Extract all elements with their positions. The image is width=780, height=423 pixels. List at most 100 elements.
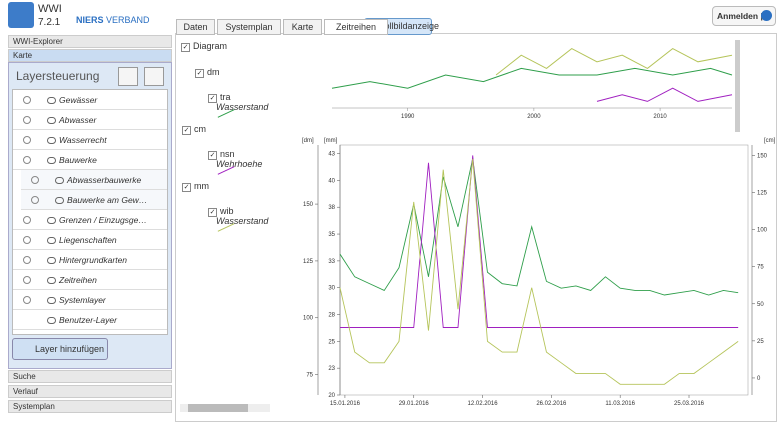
visibility-icon[interactable] (47, 137, 56, 144)
overview-tick-label: 1990 (401, 114, 415, 120)
add-layer-button[interactable]: Layer hinzufügen (12, 338, 108, 360)
expand-icon[interactable] (23, 116, 31, 124)
expand-icon[interactable] (23, 216, 31, 224)
expand-icon[interactable] (23, 296, 31, 304)
y-tick-label: 125 (757, 190, 768, 196)
x-tick-label: 25.03.2016 (674, 401, 705, 407)
visibility-icon[interactable] (47, 257, 56, 264)
y-tick-label: 0 (757, 376, 761, 382)
v-scrollbar[interactable] (735, 40, 740, 132)
layer-row[interactable]: Benutzer-Layer (13, 310, 167, 330)
tab[interactable]: Systemplan (217, 19, 281, 35)
y-tick-label: 50 (757, 302, 764, 308)
expand-icon[interactable] (23, 276, 31, 284)
series-name: wib (220, 206, 234, 216)
fullscreen-label: Vollbildanzeige (379, 21, 440, 31)
layer-row[interactable]: Liegenschaften (13, 230, 167, 250)
layer-row[interactable]: Systemlayer (13, 290, 167, 310)
expand-icon[interactable] (31, 176, 39, 184)
y-tick-label: 125 (303, 259, 314, 265)
app-version: 7.2.1 (38, 17, 61, 28)
visibility-icon[interactable] (47, 157, 56, 164)
layer-row[interactable]: Hintergrundkarten (13, 250, 167, 270)
expand-icon[interactable] (23, 136, 31, 144)
x-tick-label: 11.03.2016 (605, 401, 635, 407)
y-tick-label: 33 (328, 259, 335, 265)
visibility-icon[interactable] (47, 237, 56, 244)
legend-group[interactable]: ✓ dm (195, 67, 220, 78)
login-button[interactable]: Anmelden | (712, 6, 776, 26)
axis-unit: [dm] (302, 138, 314, 144)
section-bar[interactable]: Systemplan (8, 400, 172, 413)
y-tick-label: 30 (328, 286, 335, 292)
layer-label: Gewässer (59, 95, 98, 105)
legend-item[interactable]: ✓ tra (208, 92, 231, 103)
layer-row[interactable]: Zeitreihen (13, 270, 167, 290)
legend-item[interactable]: ✓ wib (208, 206, 234, 217)
series-label: Wasserstand (216, 102, 269, 112)
search-button[interactable] (144, 67, 164, 86)
explorer-bar[interactable]: WWI-Explorer (8, 35, 172, 48)
legend-group[interactable]: ✓ mm (182, 181, 209, 192)
series-label: Wehrhoehe (216, 159, 263, 169)
visibility-icon[interactable] (47, 117, 56, 124)
layer-label: Wasserrecht (59, 135, 107, 145)
add-layer-label: Layer hinzufügen (35, 344, 105, 354)
y-tick-label: 43 (328, 152, 335, 158)
expand-icon[interactable] (23, 156, 31, 164)
y-tick-label: 23 (328, 366, 335, 372)
section-bar[interactable]: Verlauf (8, 385, 172, 398)
y-tick-label: 25 (328, 339, 335, 345)
layer-row[interactable]: Gewässer (13, 90, 167, 110)
diagram-label: Diagram (193, 41, 228, 51)
y-tick-label: 100 (303, 316, 314, 322)
tab[interactable]: Karte (283, 19, 322, 35)
layer-row[interactable]: Abwasserbauwerke (21, 170, 167, 190)
h-scrollbar[interactable] (180, 404, 270, 412)
layer-row[interactable]: Bauwerke am Gew… (21, 190, 167, 210)
y-tick-label: 20 (328, 393, 335, 399)
y-tick-label: 38 (328, 205, 335, 211)
tab[interactable]: Zeitreihen (324, 19, 388, 35)
layer-label: Bauwerke am Gew… (67, 195, 148, 205)
section-bar[interactable]: Suche (8, 370, 172, 383)
y-tick-label: 75 (306, 373, 313, 379)
layer-label: Hintergrundkarten (59, 255, 128, 265)
map-bar[interactable]: Karte (8, 49, 172, 62)
legend-button[interactable] (118, 67, 138, 86)
expand-icon[interactable] (23, 96, 31, 104)
x-tick-label: 29.01.2016 (399, 401, 430, 407)
layer-row[interactable]: Abwasser (13, 110, 167, 130)
diagram-toggle[interactable]: ✓ Diagram (181, 41, 228, 52)
help-icon[interactable] (761, 10, 772, 21)
visibility-icon[interactable] (47, 217, 56, 224)
visibility-icon[interactable] (47, 297, 56, 304)
content-panel (175, 33, 777, 422)
expand-icon[interactable] (31, 196, 39, 204)
expand-icon[interactable] (23, 256, 31, 264)
layer-row[interactable]: Bauwerke (13, 150, 167, 170)
tab[interactable]: Daten (176, 19, 215, 35)
layer-row[interactable]: Grenzen / Einzugsge… (13, 210, 167, 230)
legend-item[interactable]: ✓ nsn (208, 149, 235, 160)
layer-label: Systemlayer (59, 295, 106, 305)
series-line (339, 158, 739, 296)
overview-line (331, 67, 733, 89)
visibility-icon[interactable] (55, 197, 64, 204)
y-tick-label: 150 (757, 153, 768, 159)
layer-row[interactable]: Wasserrecht (13, 130, 167, 150)
visibility-icon[interactable] (47, 277, 56, 284)
panel-title: Layersteuerung (16, 69, 100, 83)
unit-label: dm (207, 67, 220, 77)
expand-icon[interactable] (23, 236, 31, 244)
legend-group[interactable]: ✓ cm (182, 124, 206, 135)
visibility-icon[interactable] (55, 177, 64, 184)
layer-label: Grenzen / Einzugsge… (59, 215, 147, 225)
visibility-icon[interactable] (47, 317, 56, 324)
visibility-icon[interactable] (47, 97, 56, 104)
axis-unit: [mm] (324, 138, 338, 144)
logo-text: NIERS (76, 15, 104, 25)
y-tick-label: 25 (757, 339, 764, 345)
series-label: Wasserstand (216, 216, 269, 226)
